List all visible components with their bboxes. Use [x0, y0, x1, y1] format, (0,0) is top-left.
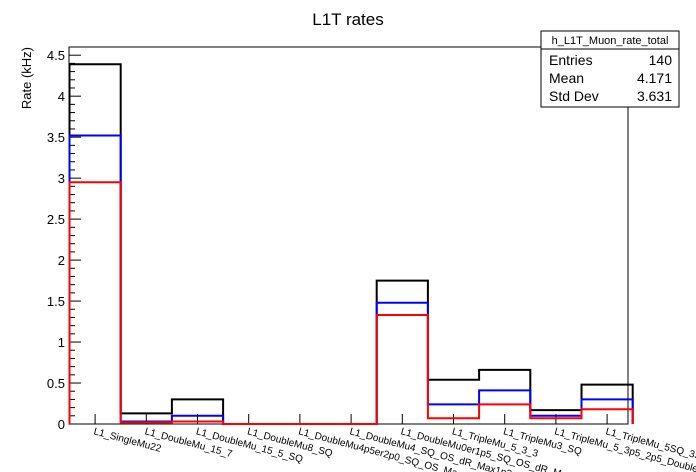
series-black [68, 63, 634, 425]
stats-stddev-value: 3.631 [637, 88, 672, 104]
stats-mean-label: Mean [549, 70, 584, 86]
y-tick-label: 0 [58, 417, 65, 432]
y-tick-label: 4.5 [47, 48, 65, 63]
y-tick-label: 2 [58, 253, 65, 268]
y-tick-label: 3.5 [47, 130, 65, 145]
y-tick-label: 1.5 [47, 294, 65, 309]
stats-histogram-name: h_L1T_Muon_rate_total [552, 35, 669, 47]
y-tick-label: 3 [58, 171, 65, 186]
y-tick-label: 4 [58, 89, 65, 104]
y-tick-label: 0.5 [47, 376, 65, 391]
y-tick-label: 2.5 [47, 212, 65, 227]
stats-entries-value: 140 [649, 52, 673, 68]
series-red [68, 181, 634, 425]
series-blue [68, 134, 634, 425]
series-blue-line [68, 134, 634, 425]
y-tick-label: 1 [58, 335, 65, 350]
chart-title: L1T rates [312, 10, 384, 29]
series-red-line [68, 181, 634, 425]
series-black-line [68, 63, 634, 425]
stats-stddev-label: Std Dev [549, 88, 599, 104]
stats-box: h_L1T_Muon_rate_total Entries 140 Mean 4… [540, 30, 680, 108]
y-axis-title: Rate (kHz) [19, 47, 34, 109]
stats-box-border [540, 30, 680, 108]
stats-mean-value: 4.171 [637, 70, 672, 86]
stats-entries-label: Entries [549, 52, 593, 68]
